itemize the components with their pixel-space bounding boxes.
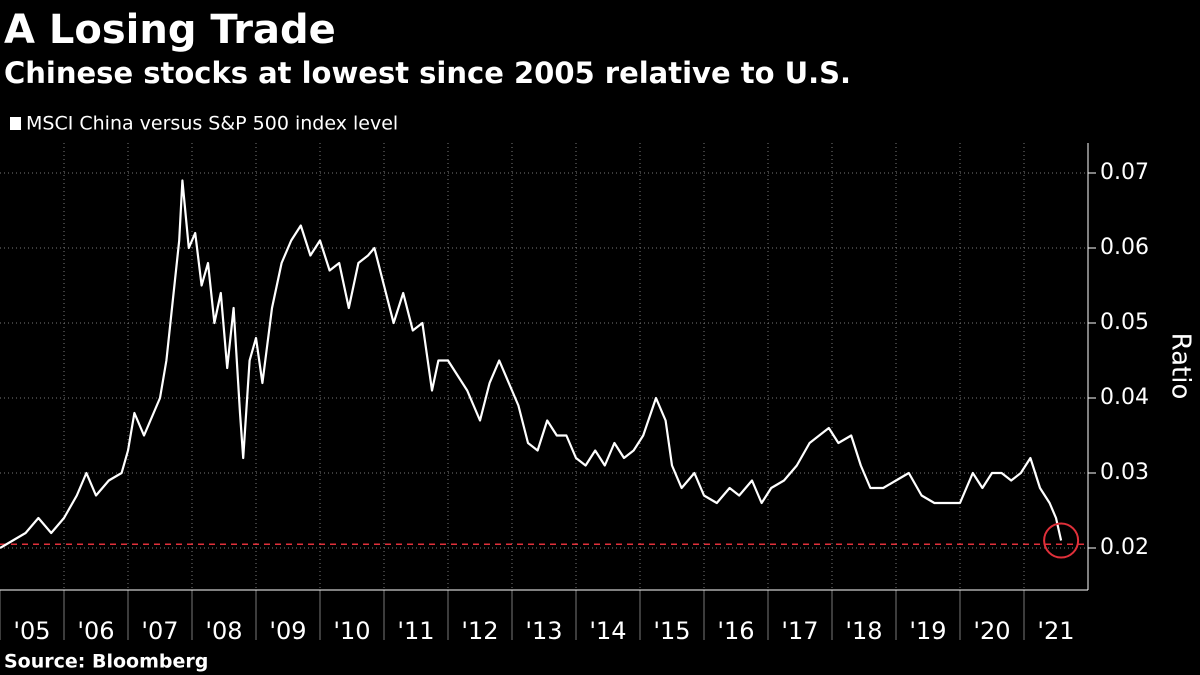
- x-tick-label: '13: [525, 617, 562, 645]
- y-tick-label: 0.05: [1100, 310, 1149, 335]
- y-tick-label: 0.06: [1100, 235, 1149, 260]
- chart-subtitle: Chinese stocks at lowest since 2005 rela…: [4, 56, 851, 90]
- legend-swatch: [10, 117, 21, 130]
- x-tick-label: '20: [973, 617, 1010, 645]
- y-tick-label: 0.02: [1100, 535, 1149, 560]
- x-tick-label: '06: [77, 617, 114, 645]
- x-tick-label: '18: [845, 617, 882, 645]
- y-tick-label: 0.04: [1100, 385, 1149, 410]
- y-axis-label: Ratio: [1166, 333, 1196, 400]
- y-tick-label: 0.03: [1100, 460, 1149, 485]
- x-tick-label: '10: [333, 617, 370, 645]
- legend-label: MSCI China versus S&P 500 index level: [26, 113, 398, 135]
- source: Source: Bloomberg: [4, 651, 208, 673]
- x-tick-label: '05: [13, 617, 50, 645]
- x-tick-label: '09: [269, 617, 306, 645]
- x-tick-label: '11: [397, 617, 434, 645]
- x-tick-label: '12: [461, 617, 498, 645]
- x-tick-label: '19: [909, 617, 946, 645]
- y-tick-label: 0.07: [1100, 160, 1149, 185]
- highlight-circle: [1043, 522, 1080, 559]
- x-tick-label: '21: [1037, 617, 1074, 645]
- chart-title: A Losing Trade: [4, 7, 336, 53]
- x-tick-label: '07: [141, 617, 178, 645]
- x-tick-label: '08: [205, 617, 242, 645]
- x-tick-label: '17: [781, 617, 818, 645]
- x-tick-label: '16: [717, 617, 754, 645]
- x-tick-label: '15: [653, 617, 690, 645]
- x-tick-label: '14: [589, 617, 626, 645]
- data-line: [0, 179, 1063, 549]
